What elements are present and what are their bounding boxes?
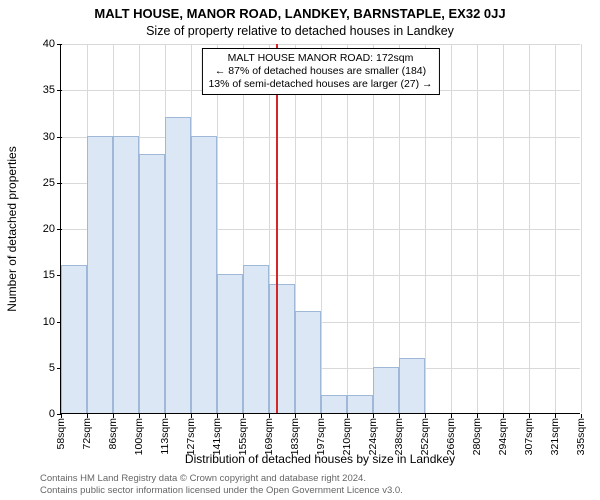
histogram-bar [321,395,347,414]
x-tick-label: 307sqm [529,381,541,418]
gridline-v [321,44,322,413]
histogram-bar [373,367,399,413]
gridline-v [373,44,374,413]
y-tick-label: 15 [43,269,61,281]
histogram-bar [139,154,165,413]
x-axis-label: Distribution of detached houses by size … [60,452,580,466]
x-tick-mark [269,414,270,418]
x-tick-mark [555,414,556,418]
plot-area: MALT HOUSE MANOR ROAD: 172sqm ← 87% of d… [60,44,580,414]
x-tick-label: 266sqm [451,381,463,418]
gridline-v [581,44,582,413]
y-tick-label: 30 [43,131,61,143]
x-tick-label: 321sqm [555,381,567,418]
y-tick-label: 25 [43,177,61,189]
y-tick-label: 35 [43,84,61,96]
gridline-v [477,44,478,413]
histogram-bar [399,358,425,414]
x-tick-mark [373,414,374,418]
histogram-bar [217,274,243,413]
footer-attribution: Contains HM Land Registry data © Crown c… [40,473,403,496]
y-axis-label: Number of detached properties [5,146,19,311]
y-axis-label-wrap: Number of detached properties [12,44,28,414]
gridline-v [347,44,348,413]
histogram-bar [61,265,87,413]
x-tick-mark [425,414,426,418]
histogram-bar [87,136,113,414]
x-tick-mark [581,414,582,418]
x-tick-mark [217,414,218,418]
x-tick-mark [139,414,140,418]
x-tick-label: 280sqm [477,381,489,418]
histogram-bar [191,136,217,414]
x-tick-mark [113,414,114,418]
y-tick-label: 5 [49,362,61,374]
x-tick-mark [61,414,62,418]
y-tick-label: 40 [43,38,61,50]
chart-container: MALT HOUSE, MANOR ROAD, LANDKEY, BARNSTA… [0,0,600,500]
gridline-v [555,44,556,413]
histogram-bar [113,136,139,414]
x-tick-label: 252sqm [425,381,437,418]
reference-line [276,44,278,413]
y-tick-label: 10 [43,316,61,328]
annotation-line1: MALT HOUSE MANOR ROAD: 172sqm [208,52,432,65]
annotation-line3: 13% of semi-detached houses are larger (… [208,78,432,91]
x-tick-mark [477,414,478,418]
x-tick-mark [191,414,192,418]
gridline-v [503,44,504,413]
gridline-v [451,44,452,413]
histogram-bar [269,284,295,414]
histogram-bar [295,311,321,413]
x-tick-mark [321,414,322,418]
y-tick-label: 20 [43,223,61,235]
x-tick-mark [529,414,530,418]
x-tick-mark [243,414,244,418]
chart-title-main: MALT HOUSE, MANOR ROAD, LANDKEY, BARNSTA… [0,6,600,21]
x-tick-mark [87,414,88,418]
x-tick-mark [347,414,348,418]
histogram-bar [165,117,191,413]
gridline-v [425,44,426,413]
x-tick-mark [503,414,504,418]
x-tick-mark [165,414,166,418]
x-tick-mark [451,414,452,418]
footer-line1: Contains HM Land Registry data © Crown c… [40,473,403,484]
footer-line2: Contains public sector information licen… [40,485,403,496]
histogram-bar [347,395,373,414]
histogram-bar [243,265,269,413]
x-tick-mark [295,414,296,418]
annotation-line2: ← 87% of detached houses are smaller (18… [208,65,432,78]
x-tick-label: 335sqm [581,381,593,418]
gridline-v [529,44,530,413]
x-tick-label: 294sqm [503,381,515,418]
chart-title-sub: Size of property relative to detached ho… [0,24,600,38]
annotation-box: MALT HOUSE MANOR ROAD: 172sqm ← 87% of d… [201,48,439,95]
x-tick-mark [399,414,400,418]
